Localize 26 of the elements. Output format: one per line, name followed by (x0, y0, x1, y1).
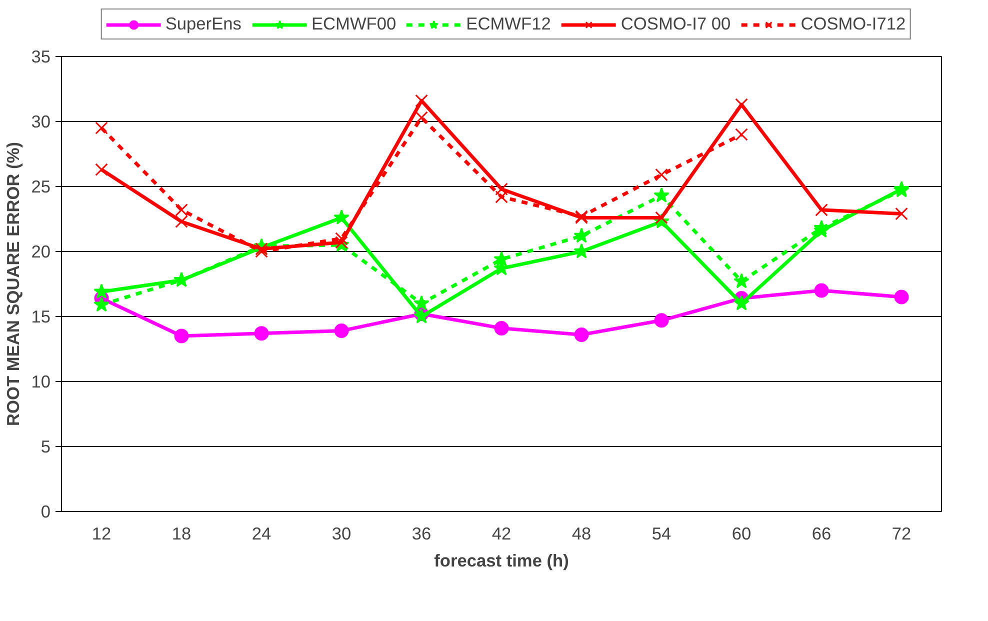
x-tick-label: 42 (492, 524, 512, 544)
legend-label: SuperEns (165, 14, 242, 34)
y-tick-label: 0 (40, 502, 51, 522)
x-tick-label: 54 (652, 524, 672, 544)
x-tick-label: 24 (252, 524, 272, 544)
legend-label: ECMWF00 (311, 14, 396, 34)
legend-label: ECMWF12 (466, 14, 551, 34)
x-tick-label: 36 (412, 524, 432, 544)
x-tick-label: 48 (572, 524, 592, 544)
y-tick-label: 30 (31, 112, 51, 132)
y-tick-label: 15 (31, 306, 51, 326)
legend-label: COSMO-I7 00 (620, 14, 731, 34)
y-tick-label: 20 (31, 242, 51, 262)
x-tick-label: 12 (92, 524, 112, 544)
x-tick-label: 30 (332, 524, 352, 544)
y-tick-label: 10 (31, 372, 51, 392)
x-tick-label: 18 (172, 524, 192, 544)
y-axis-title: ROOT MEAN SQUARE ERROR (%) (3, 142, 24, 426)
x-tick-label: 72 (892, 524, 912, 544)
legend-label: COSMO-I712 (800, 14, 906, 34)
y-tick-label: 5 (40, 436, 51, 456)
x-tick-label: 60 (732, 524, 752, 544)
x-tick-label: 66 (812, 524, 832, 544)
y-tick-label: 25 (31, 176, 51, 196)
y-tick-label: 35 (31, 46, 51, 66)
x-axis-title: forecast time (h) (434, 550, 569, 570)
